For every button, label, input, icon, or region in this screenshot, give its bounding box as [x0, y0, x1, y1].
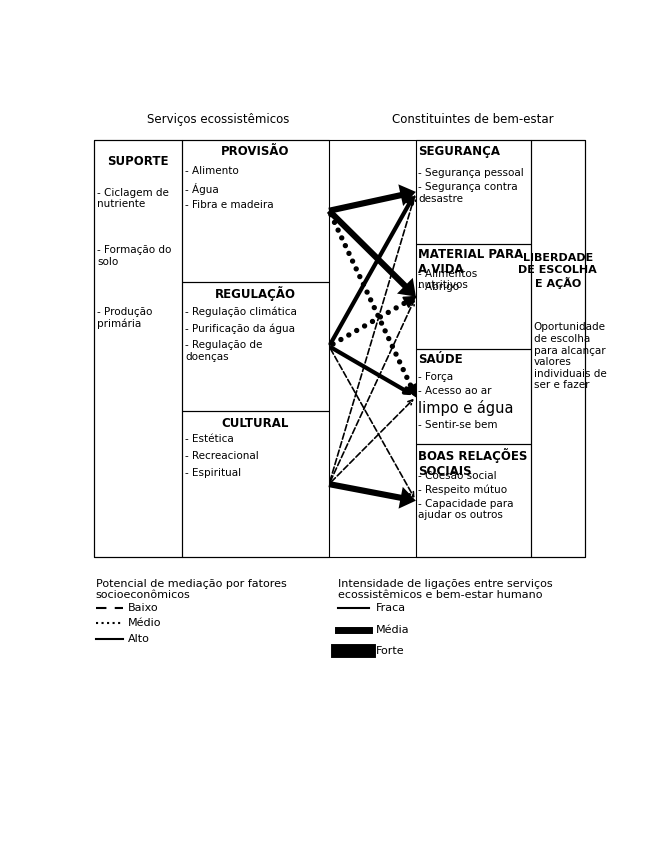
Circle shape — [412, 391, 416, 395]
Polygon shape — [327, 208, 416, 297]
Circle shape — [363, 324, 366, 328]
Text: Fraca: Fraca — [375, 603, 406, 613]
Polygon shape — [403, 297, 416, 307]
Bar — [182, 281, 329, 411]
Text: - Produção
primária: - Produção primária — [97, 307, 153, 329]
Text: Oportunidade
de escolha
para alcançar
valores
individuais de
ser e fazer: Oportunidade de escolha para alcançar va… — [533, 323, 606, 390]
Circle shape — [339, 337, 343, 341]
Circle shape — [379, 315, 382, 319]
Polygon shape — [329, 184, 416, 214]
Circle shape — [372, 305, 376, 310]
Text: - Força: - Força — [418, 372, 453, 383]
Circle shape — [354, 267, 358, 271]
Bar — [182, 411, 329, 557]
Text: - Abrigo: - Abrigo — [418, 282, 459, 293]
Text: - Espiritual: - Espiritual — [185, 468, 241, 478]
Circle shape — [394, 352, 398, 356]
Bar — [416, 349, 531, 444]
Circle shape — [332, 221, 336, 224]
Text: - Sentir-se bem: - Sentir-se bem — [418, 420, 498, 430]
Text: - Recreacional: - Recreacional — [185, 451, 258, 461]
Circle shape — [347, 333, 351, 337]
Text: REGULAÇÃO: REGULAÇÃO — [215, 287, 296, 301]
Circle shape — [376, 313, 380, 317]
Text: Potencial de mediação por fatores
socioeconômicos: Potencial de mediação por fatores socioe… — [96, 579, 287, 601]
Text: - Regulação de
doenças: - Regulação de doenças — [185, 340, 262, 362]
Circle shape — [410, 297, 414, 301]
Circle shape — [402, 301, 406, 305]
Circle shape — [371, 319, 374, 323]
Circle shape — [369, 298, 373, 302]
Text: - Regulação climática: - Regulação climática — [185, 306, 297, 317]
Text: - Estética: - Estética — [185, 434, 234, 444]
Text: SAÚDE: SAÚDE — [418, 353, 463, 366]
Text: MATERIAL PARA
A VIDA: MATERIAL PARA A VIDA — [418, 248, 524, 275]
Text: Intensidade de ligações entre serviços
ecossistêmicos e bem-estar humano: Intensidade de ligações entre serviços e… — [338, 579, 553, 601]
Text: Médio: Médio — [128, 619, 161, 628]
Text: Alto: Alto — [128, 634, 149, 644]
Circle shape — [405, 376, 408, 379]
Circle shape — [329, 213, 333, 216]
Text: - Purificação da água: - Purificação da água — [185, 323, 295, 334]
Text: - Formação do
solo: - Formação do solo — [97, 245, 172, 267]
Text: Baixo: Baixo — [128, 603, 158, 613]
Text: - Ciclagem de
nutriente: - Ciclagem de nutriente — [97, 188, 169, 209]
Text: CULTURAL: CULTURAL — [221, 417, 289, 430]
Text: - Capacidade para
ajudar os outros: - Capacidade para ajudar os outros — [418, 498, 514, 520]
Circle shape — [383, 329, 387, 333]
Text: Serviços ecossistêmicos: Serviços ecossistêmicos — [147, 113, 290, 126]
Text: Média: Média — [375, 625, 409, 635]
Text: - Segurança contra
desastre: - Segurança contra desastre — [418, 182, 518, 204]
Text: Constituintes de bem-estar: Constituintes de bem-estar — [391, 113, 553, 126]
Text: BOAS RELAÇÕES
SOCIAIS: BOAS RELAÇÕES SOCIAIS — [418, 448, 527, 478]
Circle shape — [386, 311, 390, 314]
Circle shape — [365, 290, 369, 294]
Text: - Respeito mútuo: - Respeito mútuo — [418, 485, 508, 495]
Text: PROVISÃO: PROVISÃO — [221, 145, 290, 159]
Circle shape — [347, 251, 351, 256]
Circle shape — [336, 228, 340, 232]
Circle shape — [398, 360, 401, 364]
Text: - Fibra e madeira: - Fibra e madeira — [185, 200, 274, 210]
Circle shape — [358, 275, 362, 279]
Circle shape — [344, 244, 347, 248]
Circle shape — [331, 342, 335, 346]
Circle shape — [387, 336, 391, 341]
Polygon shape — [329, 481, 416, 509]
Text: - Alimentos
nutritivos: - Alimentos nutritivos — [418, 269, 477, 290]
Text: SUPORTE: SUPORTE — [107, 155, 169, 168]
Bar — [416, 444, 531, 557]
Bar — [182, 140, 329, 281]
Bar — [95, 140, 182, 557]
Circle shape — [379, 321, 383, 325]
Text: Forte: Forte — [375, 646, 404, 656]
Text: - Acesso ao ar: - Acesso ao ar — [418, 386, 492, 396]
Circle shape — [355, 329, 359, 332]
Text: - Segurança pessoal: - Segurança pessoal — [418, 168, 524, 178]
Bar — [416, 140, 531, 244]
Text: - Coesão social: - Coesão social — [418, 471, 497, 481]
Circle shape — [408, 384, 412, 387]
Circle shape — [391, 344, 395, 348]
Polygon shape — [406, 384, 416, 396]
Bar — [531, 140, 585, 557]
Circle shape — [394, 306, 398, 310]
Text: SEGURANÇA: SEGURANÇA — [418, 145, 500, 159]
Text: limpo e água: limpo e água — [418, 400, 514, 416]
Bar — [416, 244, 531, 349]
Circle shape — [350, 259, 354, 263]
Text: - Alimento: - Alimento — [185, 166, 239, 176]
Text: LIBERDADE
DE ESCOLHA
E AÇÃO: LIBERDADE DE ESCOLHA E AÇÃO — [518, 253, 597, 289]
Circle shape — [401, 368, 405, 372]
Circle shape — [340, 236, 344, 239]
Text: - Água: - Água — [185, 183, 219, 195]
Circle shape — [362, 282, 366, 287]
Bar — [95, 140, 585, 557]
